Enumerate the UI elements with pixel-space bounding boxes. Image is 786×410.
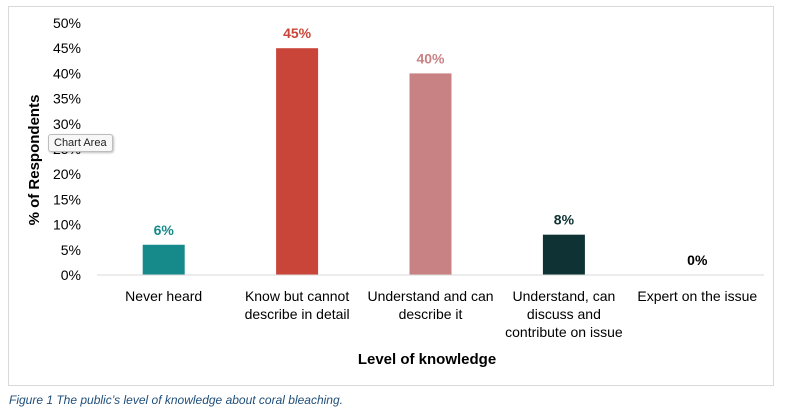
y-axis: 0%5%10%15%20%25%30%35%40%45%50% [53, 15, 81, 283]
bar[interactable] [276, 48, 319, 276]
y-tick-label: 45% [53, 40, 81, 56]
x-category-label: Expert on the issue [637, 288, 757, 304]
y-tick-label: 30% [53, 116, 81, 132]
bar[interactable] [142, 244, 185, 275]
chart-area-tooltip: Chart Area [48, 134, 113, 152]
data-label: 45% [283, 25, 312, 41]
data-label: 40% [416, 50, 445, 66]
x-category-label: Understand and can describe it [367, 288, 493, 322]
chart-area[interactable]: 0%5%10%15%20%25%30%35%40%45%50% 6%45%40%… [8, 6, 774, 386]
y-tick-label: 10% [53, 217, 81, 233]
figure-caption: Figure 1 The public’s level of knowledge… [9, 393, 343, 407]
data-label: 8% [554, 212, 575, 228]
bars: 6% 45% 40% 8% 0% [142, 25, 708, 276]
y-tick-label: 50% [53, 15, 81, 31]
x-axis-title: Level of knowledge [358, 351, 496, 368]
data-label: 0% [687, 252, 708, 268]
x-category-label: Know but cannot describe in detail [245, 288, 350, 322]
y-axis-title: % of Respondents [26, 95, 43, 226]
y-tick-label: 5% [61, 242, 81, 258]
bar[interactable] [542, 234, 585, 275]
bar-chart: 0%5%10%15%20%25%30%35%40%45%50% 6%45%40%… [26, 15, 764, 368]
x-category-label: Understand, can discuss and contribute on … [505, 288, 623, 340]
bar[interactable] [409, 73, 452, 276]
y-tick-label: 15% [53, 191, 81, 207]
data-label: 6% [154, 222, 175, 238]
x-category-label: Never heard [125, 288, 202, 304]
y-tick-label: 35% [53, 91, 81, 107]
x-axis: Never heard Know but cannot describe in de… [97, 274, 764, 340]
y-tick-label: 20% [53, 166, 81, 182]
y-tick-label: 0% [61, 267, 81, 283]
y-tick-label: 40% [53, 65, 81, 81]
